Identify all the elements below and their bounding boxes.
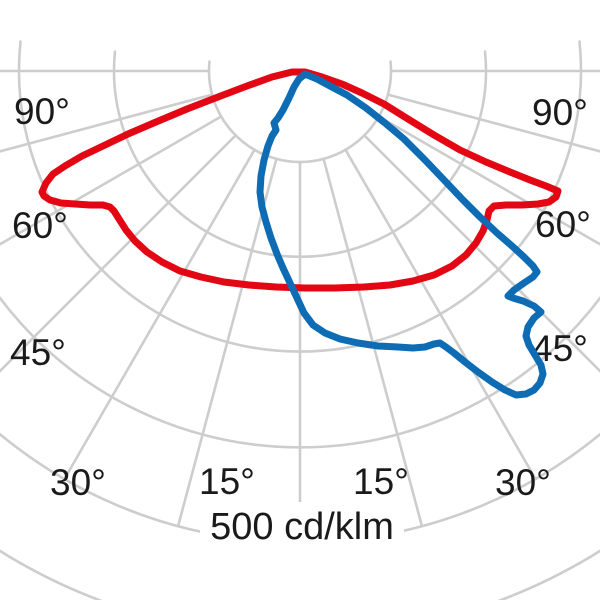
grid-ray	[0, 93, 214, 153]
angle-tick-label: 60°	[535, 204, 591, 245]
grid-ray	[386, 93, 600, 153]
angle-tick-label: 90°	[532, 92, 588, 133]
grid-ray	[0, 115, 223, 246]
angle-tick-label: 90°	[14, 91, 70, 132]
scale-label-background	[200, 502, 404, 548]
grid-ray	[176, 157, 278, 528]
angle-tick-label: 30°	[50, 462, 106, 503]
red-intensity-curve	[38, 68, 562, 292]
grid-ray	[344, 148, 537, 481]
angle-tick-label: 15°	[353, 461, 409, 502]
grid-ray	[377, 115, 600, 246]
grid-ray	[363, 134, 600, 373]
angle-tick-label: 15°	[199, 461, 255, 502]
angle-tick-label: 60°	[12, 205, 68, 246]
grid-ray	[63, 148, 256, 481]
scale-label-group: 500 cd/klm	[200, 502, 404, 548]
angle-tick-label: 45°	[10, 332, 66, 373]
scale-label: 500 cd/klm	[210, 506, 394, 548]
grid-ray	[0, 134, 237, 373]
angle-tick-labels: 90° 90°60° 60°45° 45°30° 30°15° 15°	[10, 91, 591, 503]
angle-tick-label: 30°	[495, 462, 551, 503]
intensity-curves	[38, 68, 562, 399]
blue-intensity-curve	[256, 70, 547, 399]
